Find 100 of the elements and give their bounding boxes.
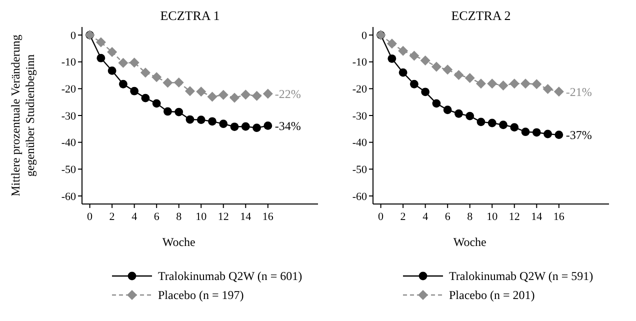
y-axis-title: Mittlere prozentuale Veränderung gegenüber Studienbeginn <box>8 34 37 196</box>
annotation: -37% <box>566 128 592 142</box>
point <box>532 128 541 137</box>
point <box>184 86 195 96</box>
point <box>432 99 441 108</box>
point <box>107 46 118 57</box>
point <box>118 80 128 88</box>
x-tick-label: 8 <box>176 211 182 223</box>
point <box>118 58 128 68</box>
legend-label: Placebo (n = 197) <box>158 288 244 302</box>
point <box>554 130 564 140</box>
point <box>230 92 240 103</box>
point <box>487 78 498 89</box>
point <box>129 58 140 68</box>
point <box>174 108 184 116</box>
point <box>186 115 194 124</box>
annotation: -21% <box>566 84 592 99</box>
x-tick-label: 2 <box>109 211 115 223</box>
x-tick-label: 4 <box>422 211 429 223</box>
x-tick-label: 16 <box>262 211 274 223</box>
point <box>152 72 162 82</box>
point <box>542 84 553 94</box>
point <box>196 116 206 124</box>
point <box>164 107 172 116</box>
point <box>443 106 452 114</box>
point <box>252 90 262 101</box>
point <box>388 54 396 63</box>
point <box>464 72 475 83</box>
point <box>498 80 508 90</box>
chart-title: ECZTRA 2 <box>451 8 511 23</box>
x-tick-label: 16 <box>553 211 565 223</box>
point <box>466 112 474 120</box>
point <box>141 94 150 102</box>
chart-title: ECZTRA 1 <box>160 8 220 23</box>
x-tick-label: 12 <box>508 211 520 223</box>
point <box>252 124 261 132</box>
point <box>509 78 520 89</box>
point <box>488 118 496 128</box>
point <box>454 70 464 80</box>
point <box>554 86 564 97</box>
y-tick-label: -40 <box>61 137 76 150</box>
point <box>409 50 420 61</box>
point <box>218 90 228 100</box>
y-tick-label: -60 <box>352 190 368 203</box>
x-tick-label: 14 <box>240 211 252 223</box>
y-tick-label: -40 <box>352 137 368 150</box>
point <box>174 78 184 88</box>
x-axis-title: Woche <box>162 235 196 249</box>
point <box>420 56 430 66</box>
point <box>130 86 139 96</box>
point <box>108 66 116 75</box>
annotation: -22% <box>274 86 301 101</box>
y-tick-label: -50 <box>352 164 368 176</box>
x-tick-label: 14 <box>531 211 543 223</box>
x-tick-label: 0 <box>378 211 384 223</box>
x-tick-label: 10 <box>486 211 498 223</box>
x-tick-label: 10 <box>196 211 208 223</box>
y-tick-label: -10 <box>352 56 368 69</box>
x-tick-label: 12 <box>218 211 229 223</box>
y-tick-label: 0 <box>362 30 368 42</box>
point <box>431 62 442 72</box>
legend-label: Tralokinumab Q2W (n = 601) <box>158 269 302 284</box>
y-tick-label: -20 <box>61 84 76 96</box>
annotation: -34% <box>274 118 301 133</box>
point <box>241 122 250 131</box>
point <box>140 68 150 78</box>
x-tick-label: 2 <box>400 211 406 223</box>
point <box>476 118 486 126</box>
y-tick-label: -60 <box>61 190 76 203</box>
point <box>544 130 552 138</box>
point <box>208 117 216 126</box>
point <box>520 78 531 89</box>
point <box>476 78 486 89</box>
point <box>398 46 408 56</box>
point <box>410 80 418 88</box>
point <box>162 78 173 88</box>
y-tick-label: 0 <box>70 30 76 42</box>
point <box>532 79 542 90</box>
point <box>442 64 453 75</box>
point <box>262 88 273 99</box>
point <box>96 37 106 48</box>
point <box>521 128 530 136</box>
y-tick-label: -50 <box>61 164 76 176</box>
point <box>152 99 161 108</box>
x-tick-label: 6 <box>444 211 451 223</box>
point <box>196 86 206 97</box>
point <box>398 68 408 77</box>
legend-label: Placebo (n = 201) <box>449 288 535 302</box>
x-tick-label: 0 <box>87 211 94 223</box>
x-tick-label: 8 <box>467 211 474 223</box>
point <box>510 123 519 132</box>
point <box>499 120 508 130</box>
x-axis-title: Woche <box>453 235 486 249</box>
point <box>454 109 463 118</box>
y-tick-label: -30 <box>61 110 76 122</box>
point <box>386 38 397 49</box>
legend-label: Tralokinumab Q2W (n = 591) <box>449 269 594 284</box>
point <box>264 121 272 130</box>
y-tick-label: -10 <box>61 56 76 69</box>
point <box>219 120 228 128</box>
